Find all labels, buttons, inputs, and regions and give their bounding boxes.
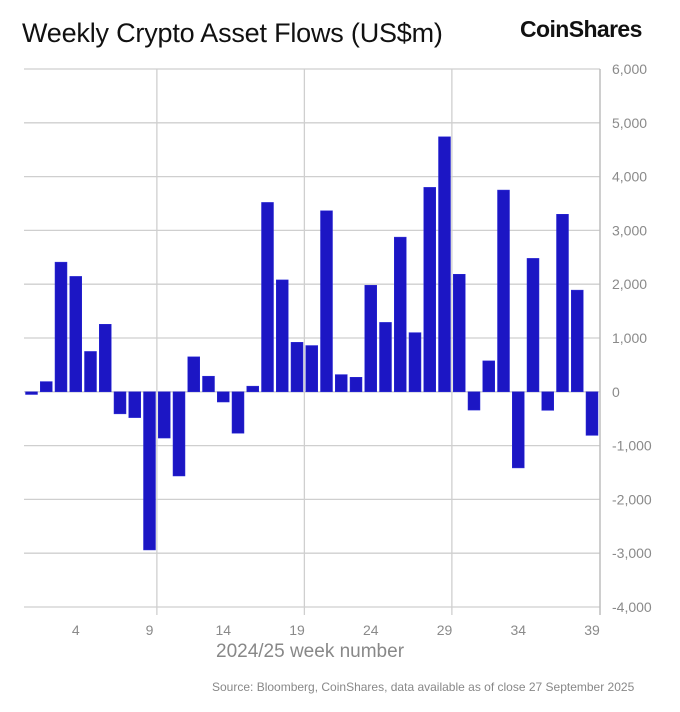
x-tick-label: 4 [72, 622, 80, 638]
bar-week-37 [556, 214, 569, 393]
bar-week-17 [261, 202, 274, 393]
bar-week-23 [349, 377, 363, 393]
bar-week-8 [128, 391, 141, 418]
bar-week-31 [467, 391, 481, 411]
bar-week-36 [541, 391, 554, 411]
bar-week-39 [585, 391, 599, 436]
bar-week-12 [187, 356, 200, 393]
bar-week-30 [453, 273, 466, 393]
bar-week-34 [512, 391, 525, 469]
x-tick-label: 19 [289, 622, 305, 638]
bar-week-15 [231, 391, 245, 434]
bar-week-2 [40, 381, 53, 393]
bar-week-16 [246, 385, 259, 393]
y-tick-label: 6,000 [612, 61, 647, 77]
source-note: Source: Bloomberg, CoinShares, data avai… [212, 680, 635, 694]
x-tick-label: 9 [146, 622, 154, 638]
bar-week-22 [335, 374, 348, 393]
y-tick-label: -3,000 [612, 545, 652, 561]
bar-week-6 [99, 324, 112, 393]
y-tick-label: 0 [612, 384, 620, 400]
y-tick-label: 1,000 [612, 330, 647, 346]
y-tick-label: -1,000 [612, 438, 652, 454]
bar-week-35 [526, 258, 540, 393]
bar-week-28 [423, 187, 436, 393]
bar-week-25 [379, 322, 392, 393]
chart-title: Weekly Crypto Asset Flows (US$m) [22, 18, 443, 48]
bar-week-7 [113, 391, 127, 415]
y-tick-label: -4,000 [612, 599, 652, 615]
y-tick-label: 2,000 [612, 276, 647, 292]
x-tick-label: 24 [363, 622, 379, 638]
coinshares-logo: CoinShares [520, 16, 642, 42]
bar-week-29 [438, 136, 451, 393]
bar-week-26 [394, 236, 407, 393]
bar-week-13 [202, 375, 215, 393]
x-tick-label: 29 [437, 622, 453, 638]
x-tick-label: 39 [584, 622, 600, 638]
x-tick-label: 34 [510, 622, 526, 638]
bar-week-20 [305, 345, 318, 393]
bar-week-27 [408, 332, 422, 393]
bar-week-19 [290, 342, 304, 393]
bar-week-24 [364, 285, 377, 393]
bar-week-1 [25, 391, 38, 395]
bar-week-11 [172, 391, 186, 477]
bar-week-5 [84, 351, 97, 393]
y-tick-label: 4,000 [612, 169, 647, 185]
x-tick-label: 14 [215, 622, 231, 638]
y-tick-label: 3,000 [612, 222, 647, 238]
bar-week-18 [276, 279, 289, 393]
bar-week-14 [217, 391, 230, 403]
bar-week-38 [571, 289, 584, 393]
y-tick-label: -2,000 [612, 491, 652, 507]
bar-week-9 [143, 391, 156, 551]
bar-week-32 [482, 360, 495, 393]
y-tick-label: 5,000 [612, 115, 647, 131]
bar-week-10 [158, 391, 171, 439]
bar-week-4 [69, 276, 82, 393]
x-axis-label: 2024/25 week number [216, 641, 405, 662]
bar-week-33 [497, 189, 510, 393]
bar-week-3 [54, 261, 68, 393]
bar-week-21 [320, 210, 333, 393]
